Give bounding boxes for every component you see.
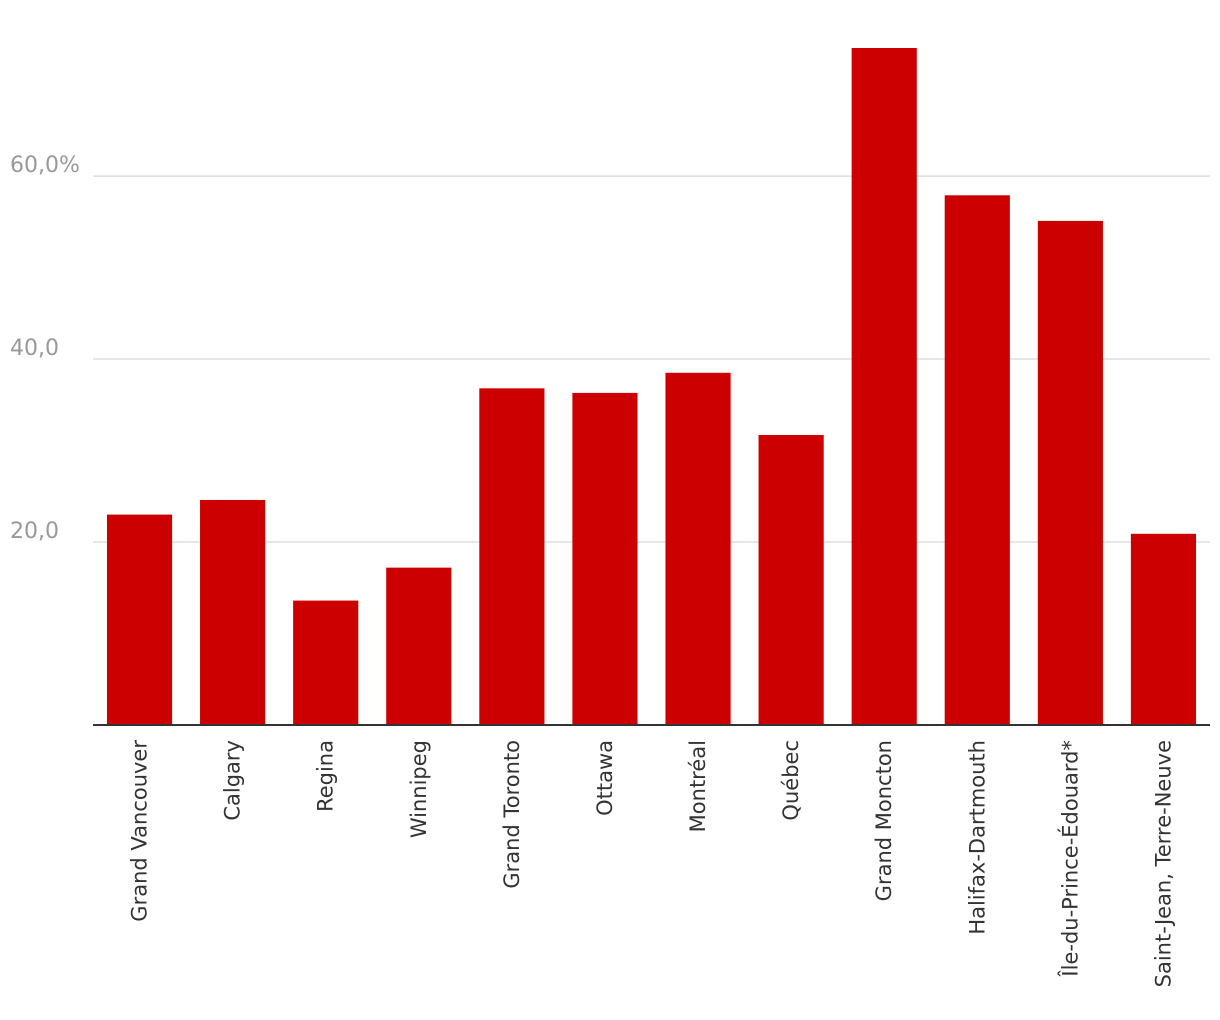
bar[interactable]: [1037, 220, 1103, 725]
x-tick-label: Regina: [314, 740, 338, 812]
x-tick-label: Halifax-Dartmouth: [965, 740, 989, 935]
bar[interactable]: [758, 434, 824, 725]
bar[interactable]: [851, 48, 917, 725]
y-tick-label: 20,0: [10, 519, 59, 544]
y-tick-labels: 20,0 40,0 60,0%: [10, 153, 80, 544]
x-tick-label: Grand Vancouver: [128, 740, 152, 922]
x-tick-label: Ottawa: [593, 740, 617, 816]
x-tick-label: Île-du-Prince-Édouard*: [1057, 740, 1082, 978]
bar[interactable]: [665, 372, 731, 725]
x-tick-label: Winnipeg: [407, 740, 431, 838]
x-tick-labels: Grand Vancouver Calgary Regina Winnipeg Gran…: [128, 740, 1176, 988]
x-tick-label: Saint-Jean, Terre-Neuve: [1151, 740, 1175, 987]
bar[interactable]: [106, 514, 173, 725]
bar[interactable]: [1130, 533, 1197, 725]
gridlines: [93, 175, 1210, 543]
x-tick-label: Québec: [779, 740, 803, 821]
bar[interactable]: [200, 499, 266, 725]
bar[interactable]: [479, 388, 545, 725]
x-tick-label: Grand Toronto: [500, 740, 524, 889]
bar[interactable]: [944, 195, 1010, 726]
x-tick-label: Grand Moncton: [872, 740, 896, 901]
x-tick-label: Montréal: [686, 740, 710, 832]
bar[interactable]: [293, 600, 359, 725]
bar[interactable]: [572, 392, 638, 725]
y-tick-label: 40,0: [10, 336, 59, 361]
bars: [106, 48, 1197, 726]
bar[interactable]: [386, 567, 452, 725]
x-tick-label: Calgary: [221, 740, 245, 821]
y-tick-label: 60,0%: [10, 153, 80, 178]
